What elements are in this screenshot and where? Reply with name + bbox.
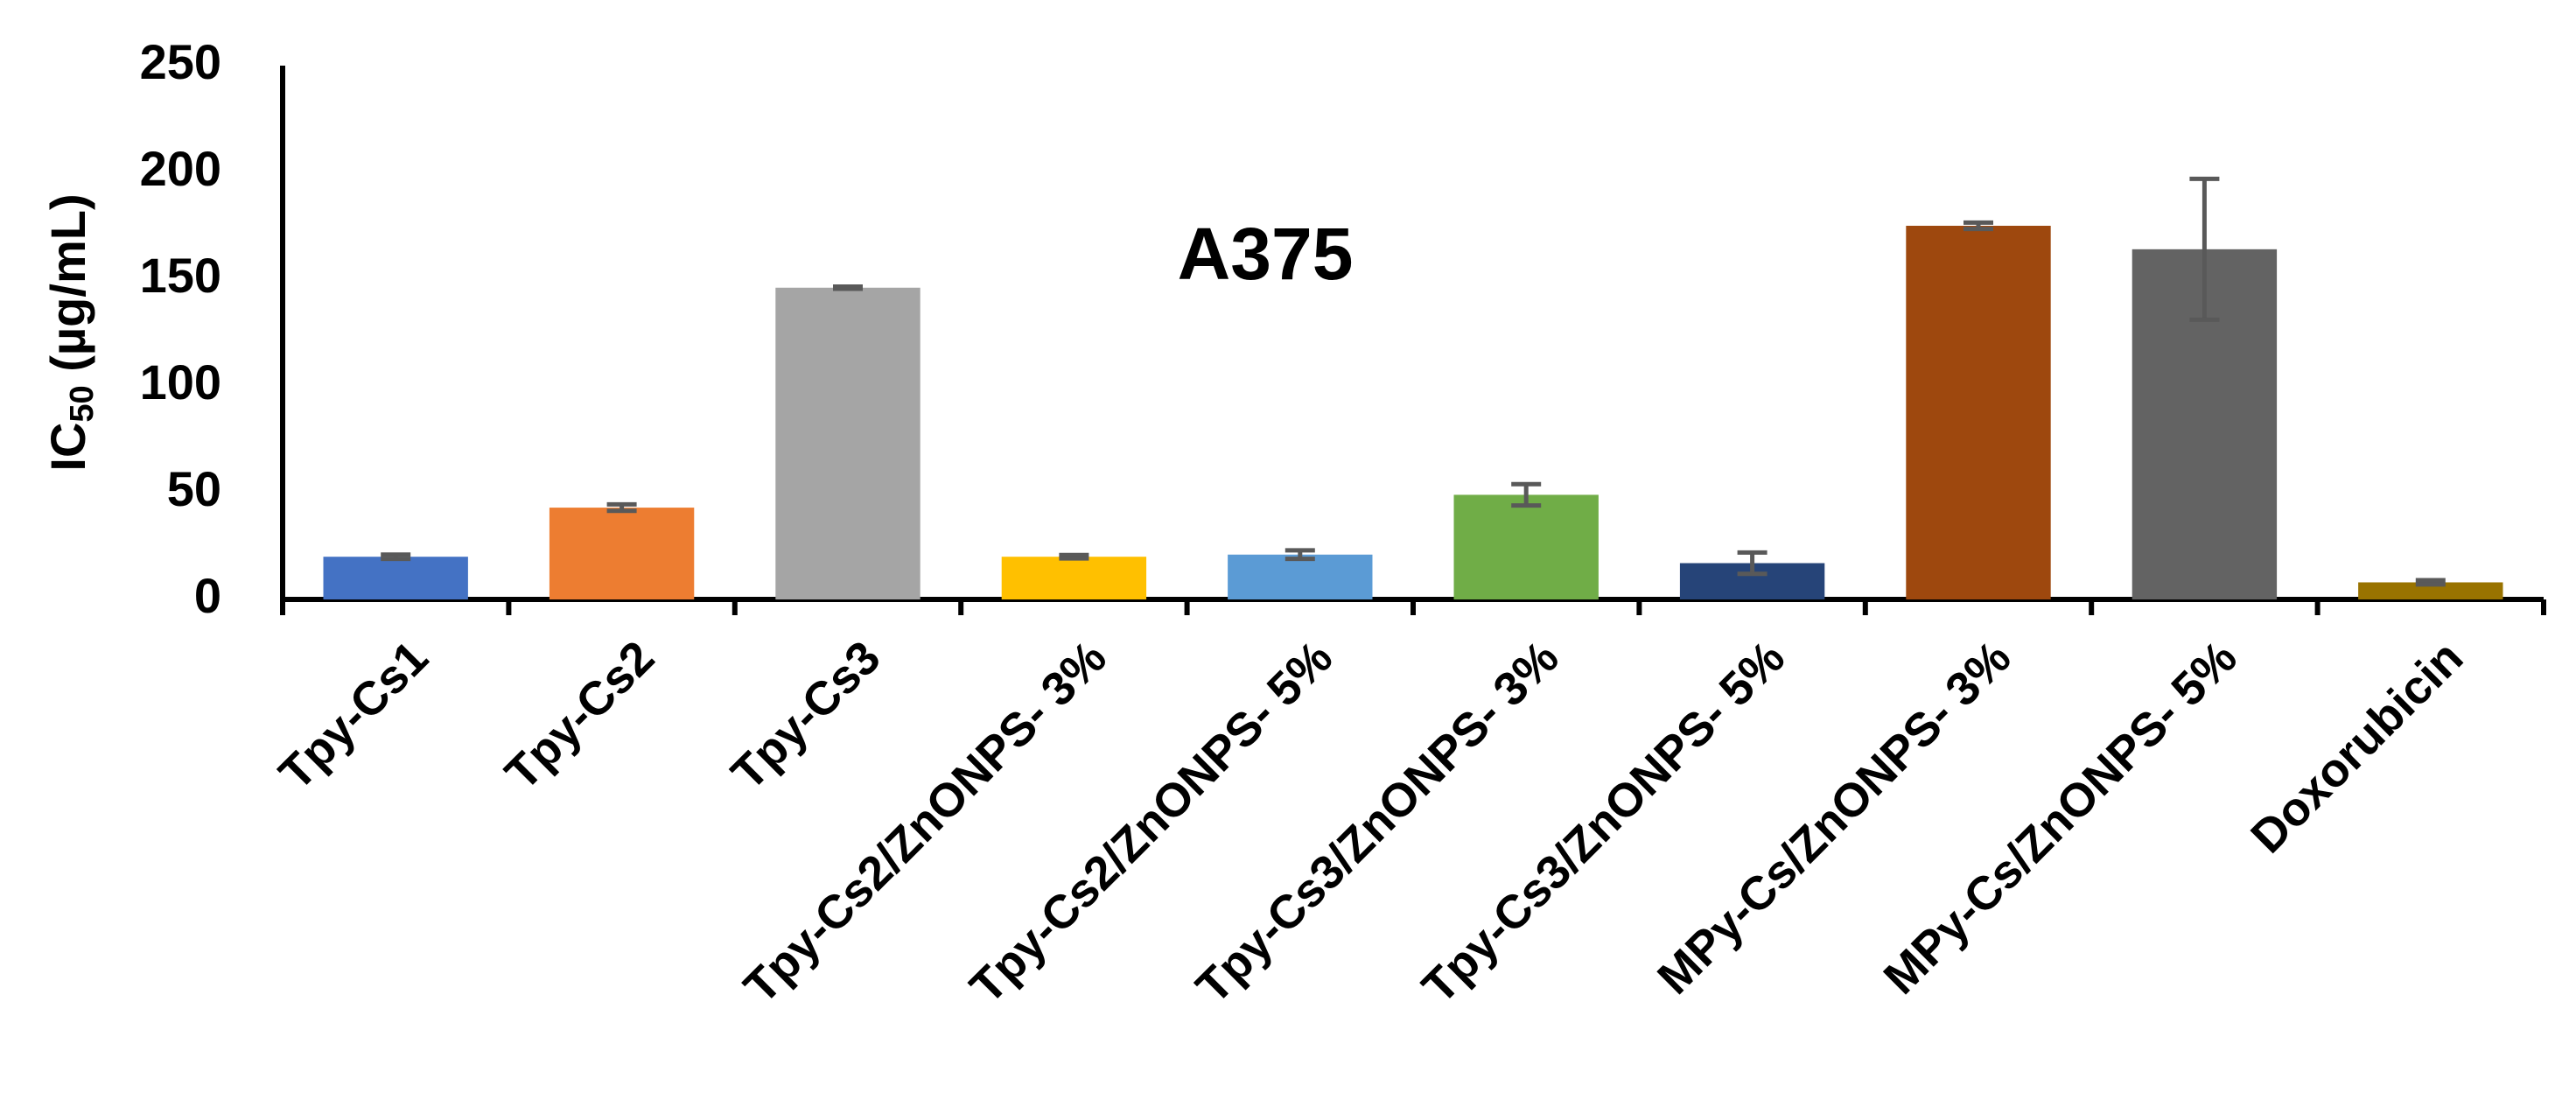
y-tick-label: 200 (140, 141, 221, 196)
y-label-rest: (µg/mL) (40, 193, 95, 385)
bar (2358, 582, 2503, 599)
y-label-main: IC (40, 423, 95, 472)
x-tick-label: Doxorubicin (2241, 631, 2473, 863)
bar (1453, 494, 1599, 599)
bar (323, 557, 468, 599)
bar (1001, 557, 1147, 599)
x-tick-label: Tpy-Cs3/ZnONPS- 3% (1186, 631, 1569, 1013)
x-tick-label: Tpy-Cs2/ZnONPS- 5% (960, 631, 1342, 1013)
error-bar (1511, 481, 1542, 508)
y-tick-label: 100 (140, 354, 221, 410)
error-bar (381, 552, 411, 562)
y-label-sub: 50 (64, 385, 101, 422)
error-bar (833, 284, 863, 291)
y-tick-label: 50 (167, 461, 221, 516)
y-tick-label: 250 (140, 34, 221, 89)
y-tick-label: 150 (140, 248, 221, 303)
x-tick-label: Tpy-Cs1 (270, 631, 438, 800)
error-bar (2415, 578, 2446, 587)
error-bar (1964, 220, 1993, 232)
x-tick-label: Tpy-Cs3 (721, 631, 890, 800)
x-tick-label: Tpy-Cs3/ZnONPS- 5% (1412, 631, 1795, 1013)
bar (1228, 554, 1373, 599)
y-axis-label: IC50 (µg/mL) (40, 193, 101, 471)
x-tick-label: Tpy-Cs2/ZnONPS- 3% (734, 631, 1116, 1013)
error-bar (1284, 548, 1315, 562)
error-bar (2189, 176, 2220, 322)
bar (1906, 226, 2051, 599)
y-tick-label: 0 (194, 568, 221, 623)
bar (775, 287, 920, 599)
bar (549, 508, 695, 599)
error-bar (1059, 552, 1089, 561)
chart-title: A375 (1178, 213, 1354, 295)
error-bar (1737, 550, 1768, 577)
x-tick-label: Tpy-Cs2 (495, 631, 664, 800)
error-bar (606, 501, 637, 514)
